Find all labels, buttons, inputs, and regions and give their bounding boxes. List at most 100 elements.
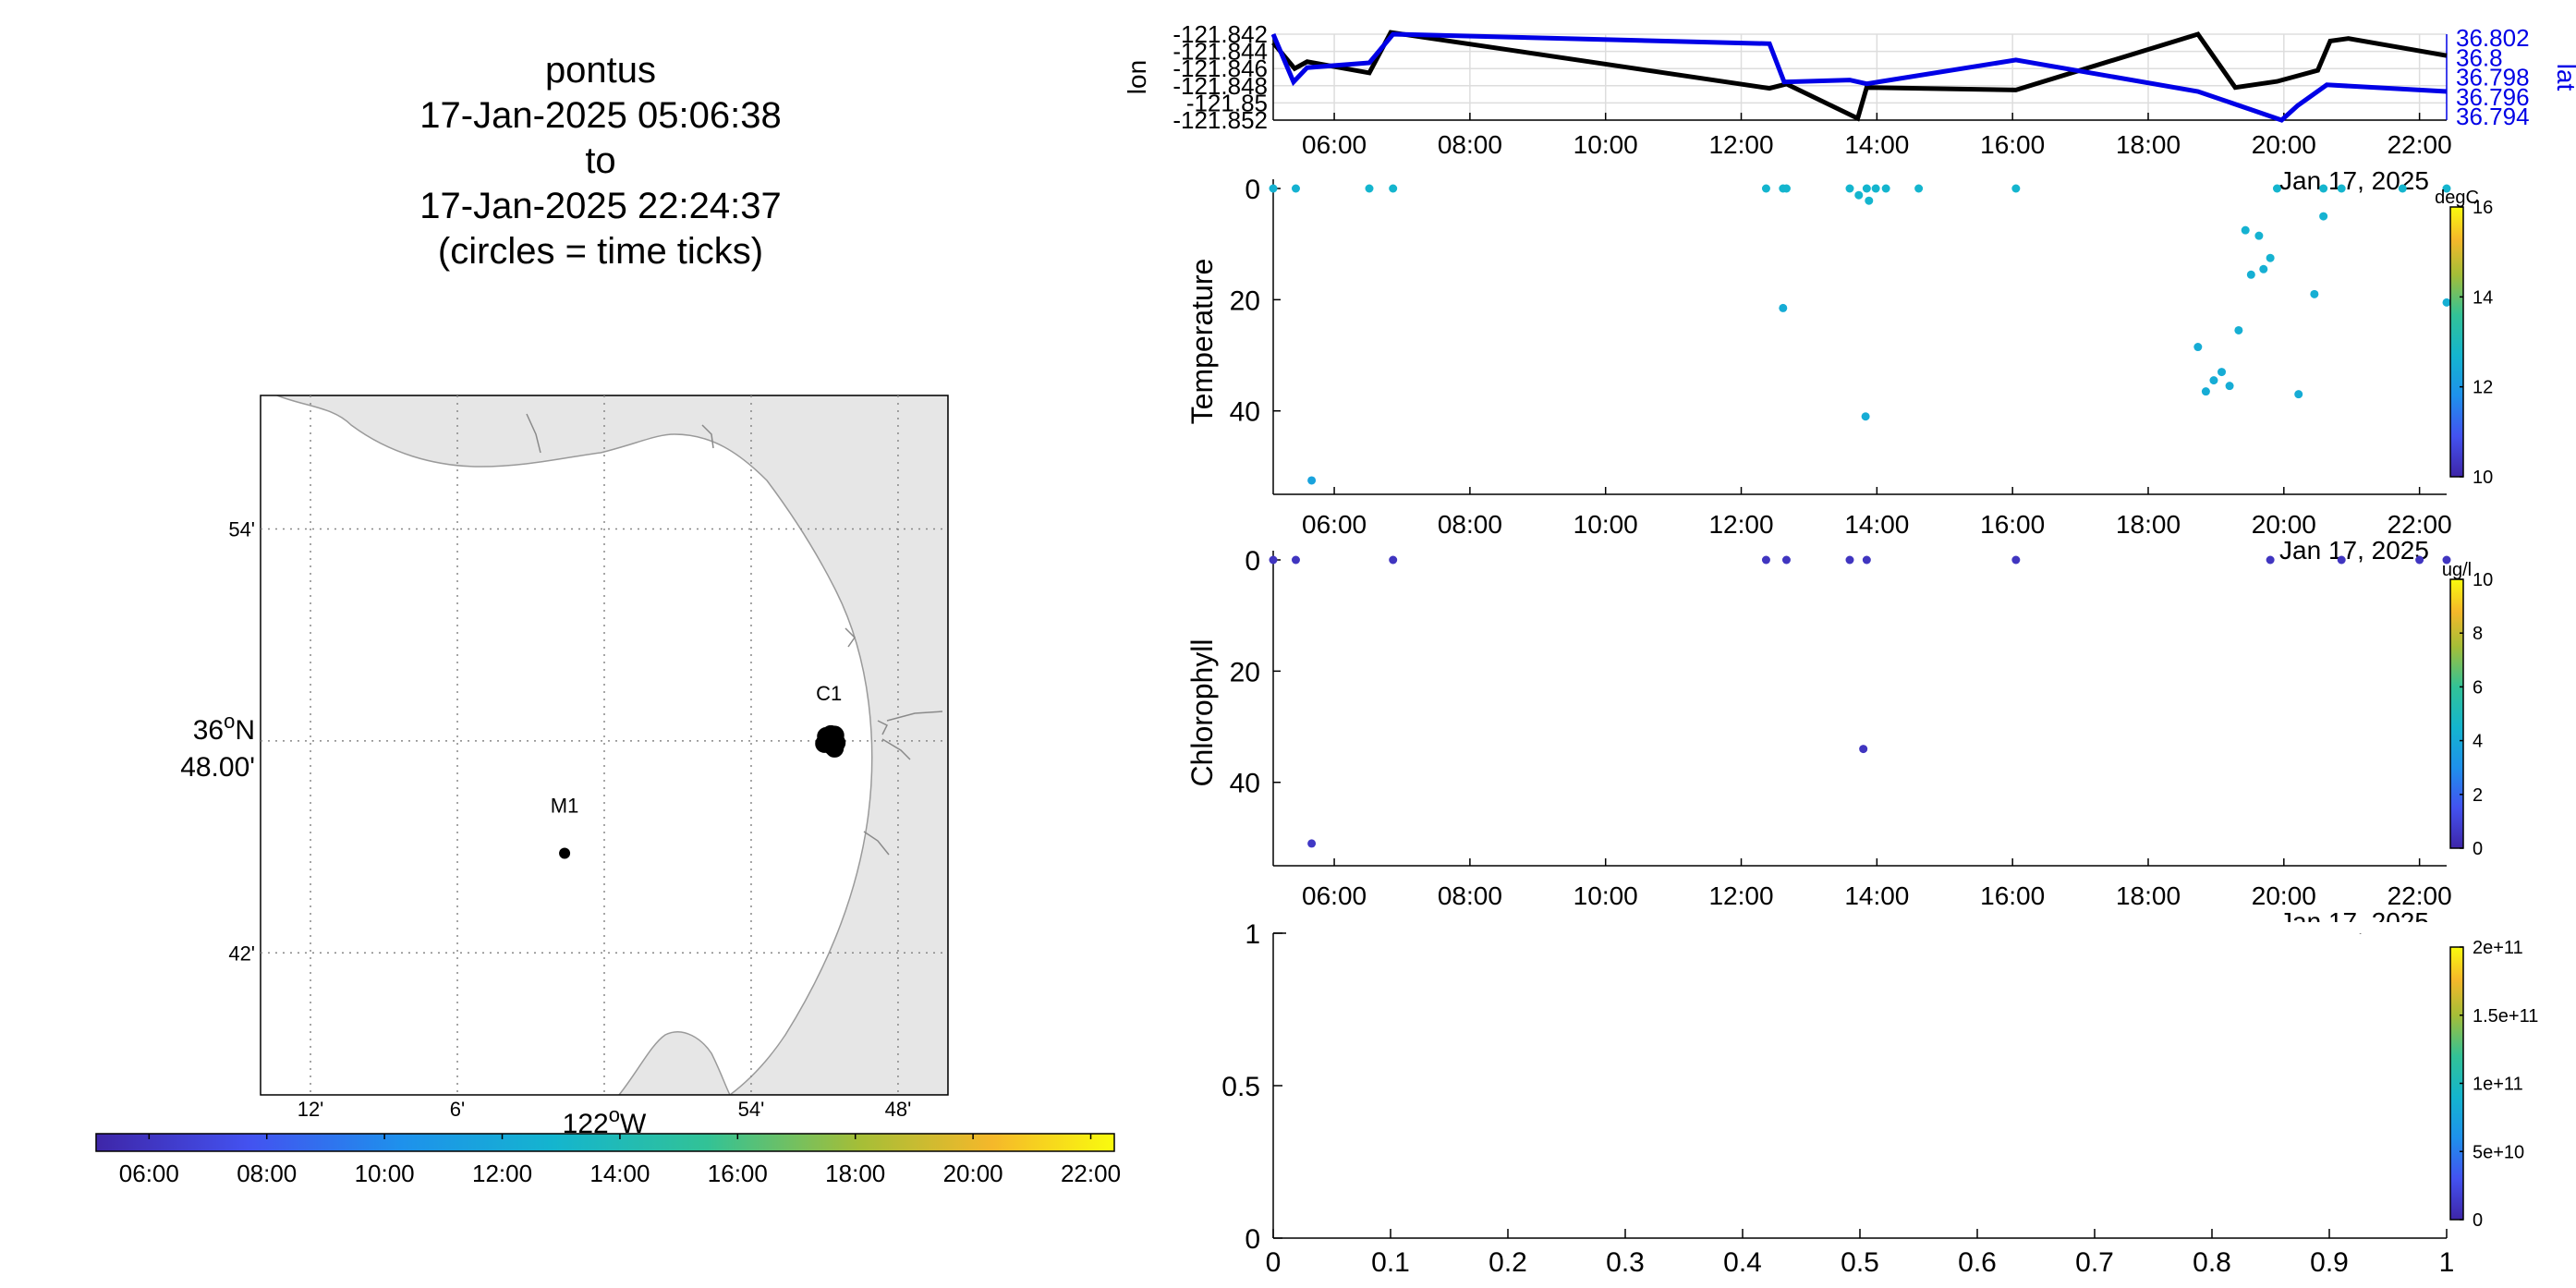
y-tick-label: 0 — [1245, 175, 1260, 205]
y-tick-label-left: -121.842 — [1173, 20, 1268, 48]
data-point — [2319, 212, 2328, 221]
x-tick-label: 0.5 — [1841, 1247, 1879, 1278]
data-point — [1861, 412, 1870, 421]
data-point — [1307, 476, 1317, 485]
data-point — [1845, 184, 1854, 193]
y-tick-label-left: -121.85 — [1186, 89, 1268, 116]
track-panel: 06:00 08:00 10:00 12:00 14:00 16:00 18:00 20:00… — [1123, 20, 2576, 195]
y-tick-label: 0.5 — [1221, 1072, 1260, 1102]
data-point — [1865, 196, 1874, 205]
map-lat-tick-label: 54' — [228, 518, 255, 541]
data-point — [1761, 555, 1770, 565]
x-tick-label: 20:00 — [2252, 881, 2316, 910]
station-label: M1 — [551, 794, 579, 817]
x-tick-label: 16:00 — [1980, 881, 2045, 910]
data-point — [2218, 368, 2227, 377]
x-tick-label: 12:00 — [1708, 130, 1773, 159]
x-date-label-clipped: Jan 17, 2025 — [2279, 536, 2429, 565]
y-tick-label: 0 — [1245, 546, 1260, 577]
data-point — [1781, 555, 1791, 565]
x-tick-label: 14:00 — [1844, 510, 1909, 539]
x-tick-label: 12:00 — [1708, 881, 1773, 910]
data-point — [2209, 376, 2218, 385]
map-lat-minutes-label: 48.00' — [180, 752, 255, 783]
colorbar-tick-label: 10 — [2473, 468, 2493, 488]
x-tick-label: 0.7 — [2075, 1247, 2114, 1278]
data-point — [1779, 303, 1788, 312]
empty-panel: 0 0.1 0.2 0.3 0.4 0.5 0.6 0.7 0.8 0.9 100.51 2e+111… — [1221, 919, 2538, 1278]
x-tick-label: 06:00 — [1302, 881, 1367, 910]
data-point — [1291, 555, 1300, 565]
x-tick-label: 16:00 — [1980, 130, 2045, 159]
x-tick-label: 0.6 — [1958, 1247, 1997, 1278]
data-point — [2259, 264, 2268, 273]
colorbar-tick-label: 22:00 — [1061, 1160, 1121, 1187]
x-tick-label: 10:00 — [1574, 881, 1638, 910]
data-point — [2225, 382, 2234, 391]
colorbar-tick-label: 0 — [2473, 1210, 2483, 1231]
data-point — [2310, 289, 2319, 298]
colorbar-tick-label: 12 — [2473, 378, 2493, 398]
series-line-lon — [1271, 30, 2448, 122]
data-point — [2442, 184, 2451, 193]
x-tick-label: 0 — [1266, 1247, 1282, 1278]
colorbar-units-label: degC — [2435, 188, 2479, 208]
x-tick-label: 22:00 — [2388, 130, 2452, 159]
y-tick-label: 20 — [1230, 286, 1260, 316]
colorbar-tick-label: 14:00 — [589, 1160, 650, 1187]
data-point — [1845, 555, 1854, 565]
y-tick-label-right: 36.802 — [2456, 24, 2530, 52]
y-tick-label: 40 — [1230, 397, 1260, 428]
data-point — [1871, 184, 1880, 193]
time-tick-circle — [824, 725, 844, 746]
y-tick-label-left: -121.846 — [1173, 55, 1268, 82]
title-end-time: 17-Jan-2025 22:24:37 — [419, 186, 782, 226]
data-point — [1862, 555, 1871, 565]
x-tick-label: 0.1 — [1371, 1247, 1410, 1278]
x-tick-label: 12:00 — [1708, 510, 1773, 539]
data-point — [1269, 555, 1278, 565]
data-point — [1307, 839, 1317, 848]
chlorophyll-panel: 06:00 08:00 10:00 12:00 14:00 16:00 18:00 20:00… — [1185, 546, 2493, 936]
colorbar-tick-label: 14 — [2473, 287, 2493, 308]
station-marker — [559, 847, 571, 859]
y-tick-label: 0 — [1245, 1224, 1260, 1255]
x-tick-label: 14:00 — [1844, 881, 1909, 910]
x-tick-label: 14:00 — [1844, 130, 1909, 159]
data-point — [2337, 184, 2346, 193]
data-point — [2193, 343, 2203, 352]
title-start-time: 17-Jan-2025 05:06:38 — [419, 95, 782, 136]
data-point — [2337, 555, 2346, 565]
colorbar-tick-label: 1e+11 — [2473, 1075, 2523, 1095]
data-point — [1365, 184, 1374, 193]
x-tick-label: 08:00 — [1438, 510, 1502, 539]
colorbar-tick-label: 8 — [2473, 624, 2483, 644]
colorbar-tick-label: 6 — [2473, 677, 2483, 698]
x-tick-label: 0.3 — [1606, 1247, 1645, 1278]
map-lon-tick-label: 48' — [885, 1098, 912, 1121]
colorbar-tick-label: 12:00 — [472, 1160, 532, 1187]
data-point — [2011, 555, 2021, 565]
x-tick-label: 16:00 — [1980, 510, 2045, 539]
colorbar-gradient — [2449, 578, 2464, 849]
colorbar-gradient — [95, 1133, 1115, 1152]
x-tick-label: 20:00 — [2252, 510, 2316, 539]
colorbar-tick-label: 1.5e+11 — [2473, 1006, 2538, 1027]
data-point — [1291, 184, 1300, 193]
data-point — [1781, 184, 1791, 193]
data-point — [2319, 184, 2328, 193]
colorbar-tick-label: 5e+10 — [2473, 1142, 2524, 1162]
x-tick-label: 08:00 — [1438, 130, 1502, 159]
map-lat-main-label: 36oN — [193, 710, 255, 746]
coastline-detail — [526, 413, 943, 856]
map-lon-tick-label: 54' — [738, 1098, 765, 1121]
colorbar-tick-label: 20:00 — [943, 1160, 1003, 1187]
data-point — [1761, 184, 1770, 193]
x-tick-label: 10:00 — [1574, 510, 1638, 539]
series-line-lat — [1270, 31, 2448, 123]
station-marker — [825, 738, 844, 758]
data-point — [1914, 184, 1924, 193]
map-stations: C1 M1 — [551, 682, 846, 859]
x-tick-label: 08:00 — [1438, 881, 1502, 910]
